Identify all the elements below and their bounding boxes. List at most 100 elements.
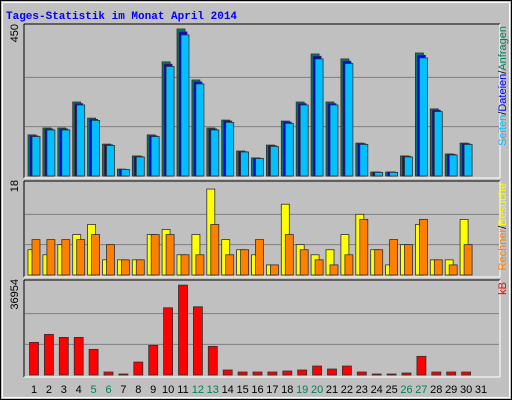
bar: [461, 371, 472, 376]
x-tick-label: 13: [207, 384, 219, 396]
x-tick-label: 24: [371, 384, 383, 396]
bar: [31, 136, 41, 177]
bar: [299, 104, 309, 177]
x-tick-label: 29: [445, 384, 457, 396]
x-tick-label: 19: [296, 384, 308, 396]
bar: [210, 224, 220, 276]
bar: [284, 234, 294, 276]
bar: [240, 249, 250, 276]
bar: [314, 259, 324, 276]
bar: [418, 218, 428, 276]
x-tick-label: 17: [266, 384, 278, 396]
bar: [135, 156, 145, 177]
x-tick-label: 14: [222, 384, 234, 396]
x-tick-label: 2: [46, 384, 52, 396]
bar: [207, 345, 218, 376]
legend-entry: Rechner: [497, 229, 509, 271]
bar: [76, 104, 86, 177]
bar: [150, 136, 160, 177]
bar: [29, 341, 39, 376]
bar: [180, 34, 190, 177]
bar: [386, 373, 397, 376]
x-tick-label: 12: [192, 384, 204, 396]
x-tick-label: 16: [251, 384, 263, 396]
x-tick-label: 9: [150, 384, 156, 396]
x-tick-label: 4: [76, 384, 82, 396]
bar: [192, 306, 203, 376]
bar: [416, 355, 427, 376]
y-tick-label: 18: [9, 180, 21, 192]
bar: [121, 259, 130, 276]
bar: [446, 371, 457, 376]
x-tick-label: 10: [162, 384, 174, 396]
bar: [463, 244, 473, 276]
bar: [121, 169, 130, 177]
x-tick-label: 27: [415, 384, 427, 396]
y-tick-label: 36954: [9, 279, 21, 310]
bar: [371, 373, 382, 376]
bar: [106, 244, 115, 276]
bar: [448, 264, 458, 276]
bar: [356, 371, 367, 376]
bar: [73, 337, 84, 376]
x-tick-label: 3: [61, 384, 67, 396]
bar: [252, 371, 263, 376]
bar: [359, 144, 369, 177]
x-tick-label: 25: [385, 384, 397, 396]
bar: [46, 239, 56, 276]
bar: [91, 234, 100, 276]
bar: [195, 254, 205, 276]
x-tick-label: 31: [475, 384, 487, 396]
bar: [329, 264, 339, 276]
x-tick-label: 20: [311, 384, 323, 396]
bar: [225, 254, 235, 276]
x-tick-label: 22: [341, 384, 353, 396]
bar: [433, 111, 443, 177]
legend: kB: [497, 282, 509, 295]
bar: [284, 122, 294, 177]
legend-separator: /: [497, 111, 509, 115]
bar: [58, 337, 69, 376]
bar: [374, 249, 384, 276]
bar: [344, 254, 354, 276]
legend-entry: Dateien: [497, 74, 509, 112]
bar: [180, 254, 190, 276]
x-tick-label: 21: [326, 384, 338, 396]
bar: [106, 145, 115, 177]
bar: [463, 144, 473, 177]
bar: [389, 171, 399, 177]
legend-entry: Besuche: [497, 183, 509, 226]
x-tick-label: 11: [177, 384, 188, 396]
bar: [76, 239, 86, 276]
bar: [103, 371, 114, 376]
x-tick-label: 8: [135, 384, 141, 396]
bar: [327, 368, 337, 376]
x-tick-label: 5: [91, 384, 97, 396]
bar: [269, 145, 279, 177]
chart-title: Tages-Statistik im Monat April 2014: [6, 11, 237, 23]
bar: [88, 348, 99, 376]
bar: [46, 129, 56, 177]
bar: [237, 371, 248, 376]
bar: [433, 259, 443, 276]
bar: [418, 57, 428, 177]
bar: [282, 370, 293, 376]
bar: [165, 234, 175, 276]
x-tick-label: 26: [400, 384, 412, 396]
legend-separator: /: [497, 70, 509, 74]
bar: [163, 307, 174, 376]
bar: [118, 373, 129, 376]
legend-entry: kB: [497, 282, 509, 295]
legend-entry: Anfragen: [497, 26, 509, 71]
bar: [135, 259, 145, 276]
bar: [401, 372, 412, 376]
x-tick-label: 28: [430, 384, 442, 396]
bar: [148, 344, 159, 376]
bar: [389, 239, 399, 276]
bar: [448, 154, 458, 177]
bar: [44, 334, 54, 376]
bar: [431, 371, 442, 376]
x-tick-label: 18: [281, 384, 293, 396]
bar: [133, 361, 144, 376]
